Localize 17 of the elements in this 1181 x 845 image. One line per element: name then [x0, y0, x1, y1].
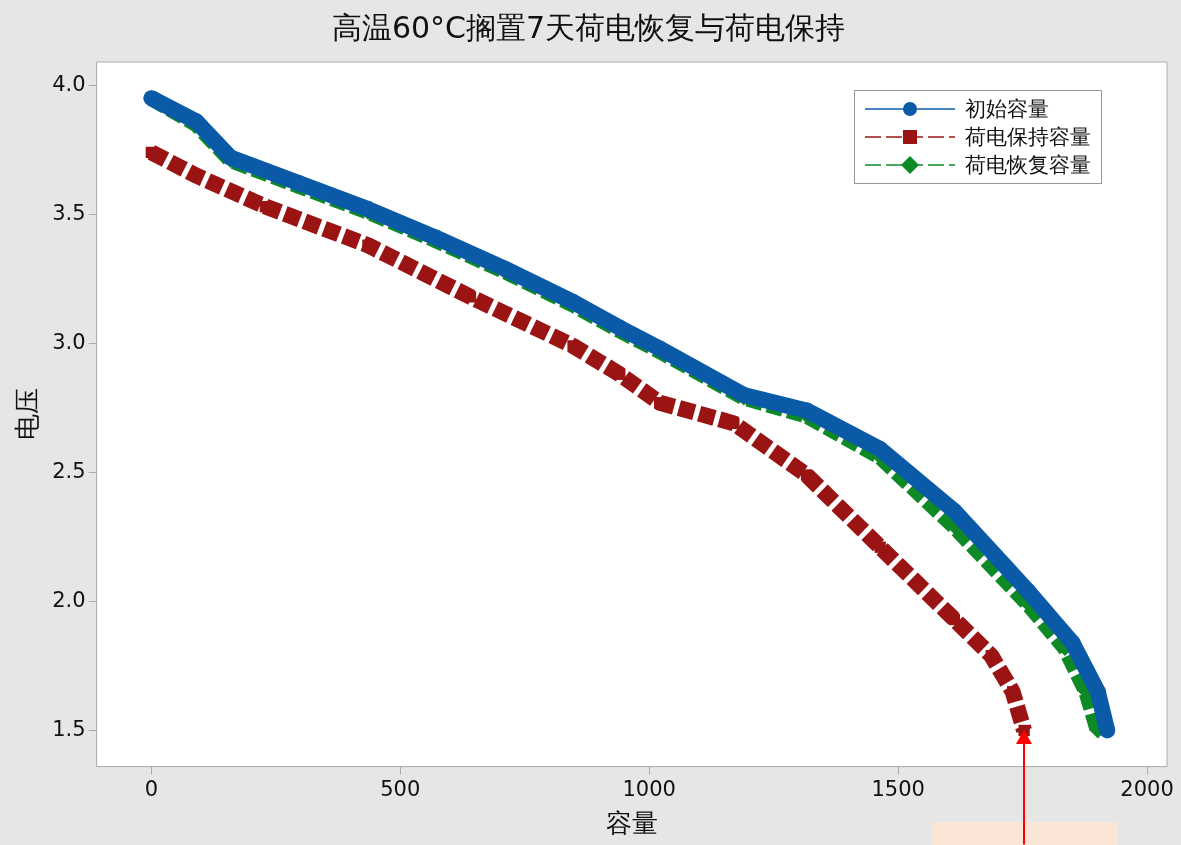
x-tick-label: 2000	[1120, 776, 1174, 801]
legend-label: 初始容量	[965, 96, 1049, 123]
y-tick-label: 2.5	[52, 458, 86, 483]
y-tick-label: 4.0	[52, 71, 86, 96]
y-tick-label: 2.0	[52, 587, 86, 612]
y-tick-label: 3.5	[52, 200, 86, 225]
chart-title: 高温60°C搁置7天荷电恢复与荷电保持	[331, 9, 846, 45]
x-tick-label: 1500	[871, 776, 925, 801]
x-axis-title: 容量	[605, 808, 658, 839]
x-tick-label: 500	[380, 776, 421, 801]
x-tick-label: 0	[144, 776, 159, 801]
legend-label: 荷电保持容量	[965, 124, 1091, 151]
y-tick-label: 1.5	[52, 716, 86, 741]
legend-label: 荷电恢复容量	[965, 152, 1091, 179]
y-tick-label: 3.0	[52, 329, 86, 354]
y-axis-title: 电压	[12, 388, 43, 441]
x-tick-label: 1000	[622, 776, 676, 801]
